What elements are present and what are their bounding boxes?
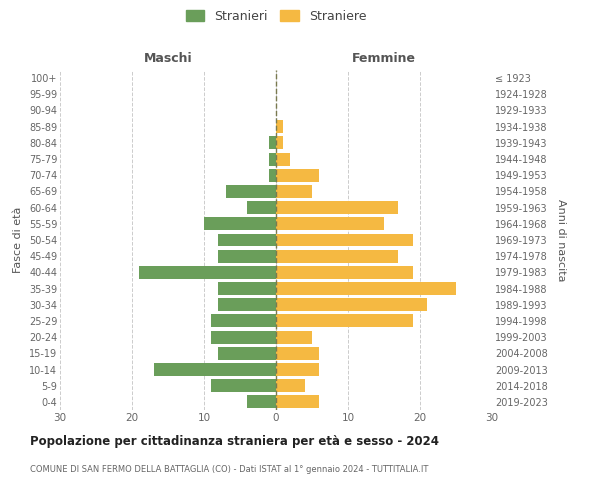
Bar — [154, 363, 276, 376]
Bar — [276, 396, 319, 408]
Bar — [218, 234, 276, 246]
Bar — [218, 347, 276, 360]
Bar — [211, 330, 276, 344]
Bar — [269, 152, 276, 166]
Bar — [247, 201, 276, 214]
Bar — [139, 266, 276, 279]
Bar — [226, 185, 276, 198]
Y-axis label: Anni di nascita: Anni di nascita — [556, 198, 566, 281]
Bar — [276, 363, 319, 376]
Bar — [211, 314, 276, 328]
Bar — [276, 379, 305, 392]
Bar — [269, 169, 276, 181]
Bar — [218, 298, 276, 311]
Bar — [276, 330, 312, 344]
Bar — [276, 234, 413, 246]
Bar — [276, 169, 319, 181]
Bar — [276, 298, 427, 311]
Bar — [276, 136, 283, 149]
Y-axis label: Fasce di età: Fasce di età — [13, 207, 23, 273]
Text: Femmine: Femmine — [352, 52, 416, 65]
Bar — [276, 201, 398, 214]
Text: Popolazione per cittadinanza straniera per età e sesso - 2024: Popolazione per cittadinanza straniera p… — [30, 435, 439, 448]
Bar — [204, 218, 276, 230]
Text: COMUNE DI SAN FERMO DELLA BATTAGLIA (CO) - Dati ISTAT al 1° gennaio 2024 - TUTTI: COMUNE DI SAN FERMO DELLA BATTAGLIA (CO)… — [30, 465, 428, 474]
Bar — [276, 266, 413, 279]
Bar — [211, 379, 276, 392]
Bar — [276, 120, 283, 133]
Bar — [276, 250, 398, 262]
Bar — [276, 185, 312, 198]
Bar — [269, 136, 276, 149]
Bar — [276, 152, 290, 166]
Legend: Stranieri, Straniere: Stranieri, Straniere — [181, 5, 371, 28]
Bar — [218, 282, 276, 295]
Bar — [276, 282, 456, 295]
Text: Maschi: Maschi — [143, 52, 193, 65]
Bar — [276, 218, 384, 230]
Bar — [276, 314, 413, 328]
Bar — [276, 347, 319, 360]
Bar — [247, 396, 276, 408]
Bar — [218, 250, 276, 262]
